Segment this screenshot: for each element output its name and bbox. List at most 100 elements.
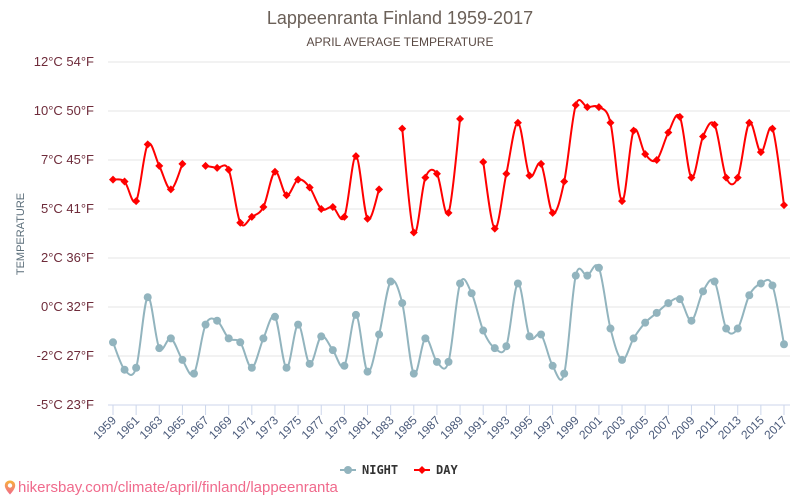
data-point[interactable] bbox=[294, 320, 303, 329]
data-point[interactable] bbox=[756, 148, 765, 157]
data-point[interactable] bbox=[479, 326, 488, 335]
data-point[interactable] bbox=[571, 271, 580, 280]
data-point[interactable] bbox=[120, 365, 129, 374]
data-point[interactable] bbox=[224, 165, 233, 174]
data-point[interactable] bbox=[340, 212, 349, 221]
data-point[interactable] bbox=[166, 185, 175, 194]
data-point[interactable] bbox=[583, 103, 592, 112]
data-point[interactable] bbox=[652, 156, 661, 164]
data-point[interactable] bbox=[513, 279, 522, 288]
data-point[interactable] bbox=[699, 132, 708, 141]
data-point[interactable] bbox=[479, 157, 488, 166]
data-point[interactable] bbox=[641, 150, 650, 159]
data-point[interactable] bbox=[351, 152, 360, 161]
data-point[interactable] bbox=[270, 167, 279, 176]
data-point[interactable] bbox=[745, 118, 754, 127]
data-point[interactable] bbox=[490, 224, 499, 233]
data-point[interactable] bbox=[398, 124, 407, 133]
data-point[interactable] bbox=[432, 357, 441, 366]
data-point[interactable] bbox=[444, 357, 453, 366]
data-point[interactable] bbox=[375, 185, 384, 194]
data-point[interactable] bbox=[282, 363, 291, 372]
data-point[interactable] bbox=[456, 114, 465, 123]
data-point[interactable] bbox=[132, 363, 141, 372]
data-point[interactable] bbox=[155, 344, 164, 353]
data-point[interactable] bbox=[305, 183, 314, 192]
data-point[interactable] bbox=[432, 169, 441, 178]
data-point[interactable] bbox=[571, 101, 580, 110]
data-point[interactable] bbox=[664, 128, 673, 137]
data-point[interactable] bbox=[629, 126, 638, 135]
data-point[interactable] bbox=[189, 369, 198, 378]
data-point[interactable] bbox=[247, 212, 256, 221]
data-point[interactable] bbox=[236, 338, 245, 347]
data-point[interactable] bbox=[618, 355, 627, 364]
data-point[interactable] bbox=[317, 332, 326, 341]
data-point[interactable] bbox=[548, 361, 557, 370]
data-point[interactable] bbox=[780, 201, 788, 210]
data-point[interactable] bbox=[768, 124, 777, 133]
data-point[interactable] bbox=[502, 342, 511, 351]
data-point[interactable] bbox=[259, 334, 268, 343]
data-point[interactable] bbox=[629, 334, 638, 343]
data-point[interactable] bbox=[363, 214, 372, 223]
data-point[interactable] bbox=[421, 173, 430, 182]
data-point[interactable] bbox=[398, 299, 407, 308]
data-point[interactable] bbox=[201, 320, 210, 329]
source-url[interactable]: hikersbay.com/climate/april/finland/lapp… bbox=[18, 479, 338, 496]
data-point[interactable] bbox=[259, 203, 268, 212]
data-point[interactable] bbox=[722, 324, 731, 333]
data-point[interactable] bbox=[594, 103, 603, 112]
data-point[interactable] bbox=[456, 279, 465, 288]
data-point[interactable] bbox=[155, 161, 164, 170]
data-point[interactable] bbox=[641, 318, 650, 327]
data-point[interactable] bbox=[687, 173, 696, 182]
data-point[interactable] bbox=[421, 334, 430, 343]
data-point[interactable] bbox=[166, 334, 175, 343]
data-point[interactable] bbox=[213, 316, 222, 325]
data-point[interactable] bbox=[143, 140, 152, 149]
data-point[interactable] bbox=[282, 191, 291, 200]
data-point[interactable] bbox=[733, 173, 742, 182]
data-point[interactable] bbox=[270, 312, 279, 321]
data-point[interactable] bbox=[594, 263, 603, 272]
data-point[interactable] bbox=[490, 344, 499, 353]
data-point[interactable] bbox=[675, 112, 684, 121]
legend-item-night[interactable]: NIGHT bbox=[340, 463, 398, 477]
data-point[interactable] bbox=[675, 295, 684, 304]
data-point[interactable] bbox=[710, 277, 719, 286]
data-point[interactable] bbox=[722, 173, 731, 182]
data-point[interactable] bbox=[236, 218, 245, 227]
data-point[interactable] bbox=[363, 367, 372, 376]
data-point[interactable] bbox=[109, 175, 117, 184]
data-point[interactable] bbox=[560, 177, 569, 186]
data-point[interactable] bbox=[351, 310, 360, 319]
data-point[interactable] bbox=[583, 271, 592, 280]
data-point[interactable] bbox=[409, 228, 418, 237]
data-point[interactable] bbox=[120, 177, 129, 186]
data-point[interactable] bbox=[143, 293, 152, 302]
data-point[interactable] bbox=[733, 324, 742, 333]
data-point[interactable] bbox=[132, 197, 141, 206]
data-point[interactable] bbox=[664, 299, 673, 308]
data-point[interactable] bbox=[178, 355, 187, 364]
data-point[interactable] bbox=[294, 175, 303, 184]
data-point[interactable] bbox=[560, 369, 569, 378]
data-point[interactable] bbox=[525, 332, 534, 341]
data-point[interactable] bbox=[768, 281, 777, 290]
legend-item-day[interactable]: DAY bbox=[414, 463, 458, 477]
data-point[interactable] bbox=[513, 118, 522, 127]
data-point[interactable] bbox=[328, 203, 337, 212]
data-point[interactable] bbox=[444, 208, 453, 217]
data-point[interactable] bbox=[745, 291, 754, 300]
data-point[interactable] bbox=[317, 205, 326, 213]
data-point[interactable] bbox=[618, 197, 627, 206]
data-point[interactable] bbox=[224, 334, 233, 343]
data-point[interactable] bbox=[375, 330, 384, 339]
data-point[interactable] bbox=[756, 279, 765, 288]
data-point[interactable] bbox=[247, 363, 256, 372]
data-point[interactable] bbox=[213, 163, 222, 172]
data-point[interactable] bbox=[525, 171, 534, 180]
data-point[interactable] bbox=[109, 338, 117, 347]
data-point[interactable] bbox=[467, 289, 476, 298]
